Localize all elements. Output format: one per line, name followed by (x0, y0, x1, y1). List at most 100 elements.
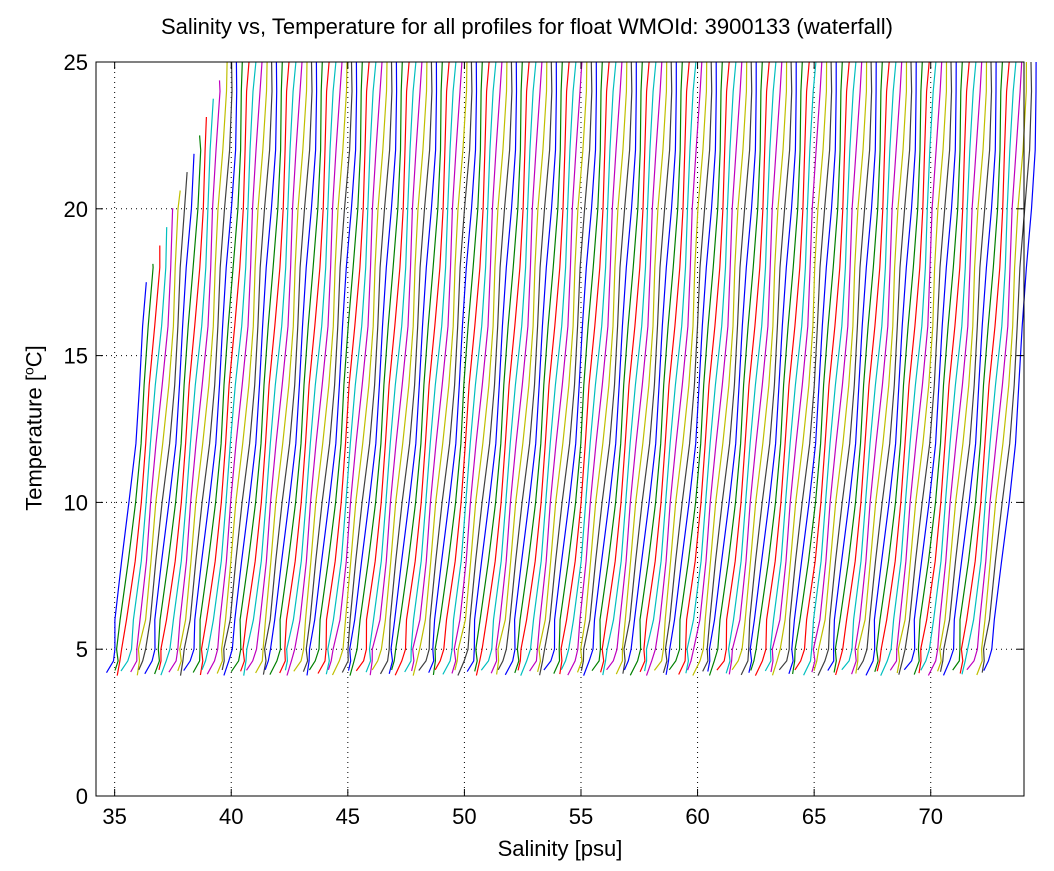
profile-line (788, 62, 837, 674)
profile-line (480, 61, 537, 671)
profile-line (811, 61, 863, 673)
profile-line (708, 61, 763, 676)
profile-line (192, 61, 243, 673)
profile-line (457, 61, 513, 676)
profile-line (369, 61, 423, 676)
profile-line (559, 61, 610, 675)
profile-line (778, 61, 833, 671)
profile-line (199, 61, 250, 676)
profile-line (349, 61, 403, 676)
profile-line (889, 61, 943, 671)
profile-line (576, 61, 628, 673)
profile-line (496, 61, 548, 675)
profile-line (179, 61, 233, 676)
y-tick-label: 25 (64, 50, 88, 75)
profile-line (177, 61, 228, 672)
y-tick-label: 10 (64, 490, 88, 515)
profile-line (442, 61, 497, 675)
x-axis-label: Salinity [psu] (497, 836, 623, 861)
profile-line (692, 61, 748, 676)
profile-line (740, 61, 793, 676)
profile-line (317, 61, 370, 674)
y-tick-label: 5 (76, 637, 88, 662)
profile-line (347, 61, 398, 671)
profile-line (754, 61, 810, 676)
profile-line (567, 61, 623, 676)
profile-line (687, 61, 743, 671)
profile-line (606, 61, 663, 671)
profile-line (665, 61, 717, 675)
x-tick-label: 40 (219, 804, 243, 829)
profile-line (418, 61, 473, 671)
profile-line (876, 61, 930, 672)
profile-line (138, 172, 188, 671)
profile-line (293, 61, 348, 672)
profile-line (264, 61, 318, 670)
profile-line (841, 61, 897, 671)
profile-line (748, 62, 797, 673)
profile-line (880, 61, 937, 676)
profile-line (896, 61, 948, 674)
profile-line (497, 61, 553, 671)
profile-line (451, 61, 503, 674)
profile-line (942, 61, 997, 676)
profile-line (770, 61, 823, 673)
profile-line (388, 61, 438, 674)
profile-line (629, 61, 683, 676)
x-tick-label: 55 (569, 804, 593, 829)
profile-line (327, 61, 383, 670)
profile-line (939, 61, 993, 672)
profile-line (615, 61, 668, 675)
profile-line (243, 61, 297, 676)
profile-line (105, 282, 147, 674)
profile-line (514, 61, 563, 674)
profile-line (855, 61, 908, 674)
profile-line (144, 153, 195, 675)
profile-line (580, 61, 633, 671)
profile-line (154, 135, 202, 675)
profile-line (792, 61, 843, 675)
profile-line (678, 61, 730, 675)
profile-line (685, 61, 737, 674)
y-tick-label: 20 (64, 197, 88, 222)
profile-lines (105, 61, 1037, 676)
profile-line (168, 80, 221, 673)
profile-line (245, 61, 303, 671)
profile-line (927, 61, 983, 676)
profile-line (653, 61, 708, 671)
profile-line (898, 61, 953, 675)
profile-line (591, 61, 643, 672)
profile-line (504, 61, 558, 676)
profile-line (645, 61, 703, 676)
profile-line (240, 61, 290, 672)
profile-line (543, 61, 598, 671)
profile-line (284, 61, 337, 671)
y-axis-label-suffix: C] (21, 345, 47, 368)
profile-line (983, 61, 1037, 671)
profile-line (432, 61, 483, 675)
profile-line (731, 61, 788, 671)
profile-line (394, 61, 450, 676)
profile-line (262, 61, 313, 675)
profile-line (216, 61, 268, 674)
profile-line (639, 61, 690, 673)
profile-line (269, 61, 323, 675)
profile-line (286, 61, 343, 676)
y-axis-label: Temperature [oC] (20, 345, 47, 511)
profile-line (903, 61, 957, 671)
profile-line (221, 61, 273, 671)
profile-line (391, 61, 443, 671)
profile-line (355, 61, 410, 672)
profile-line (553, 61, 603, 674)
chart-title: Salinity vs, Temperature for all profile… (160, 14, 893, 39)
axis-ticks: 35 40 45 50 55 60 65 70 0 5 10 15 20 25 (64, 50, 1024, 829)
x-tick-label: 70 (918, 804, 942, 829)
y-tick-label: 15 (64, 344, 88, 369)
profile-line (529, 61, 583, 672)
profile-line (981, 61, 1033, 673)
profile-line (116, 245, 161, 676)
profile-line (230, 61, 283, 673)
profile-line (959, 61, 1010, 674)
